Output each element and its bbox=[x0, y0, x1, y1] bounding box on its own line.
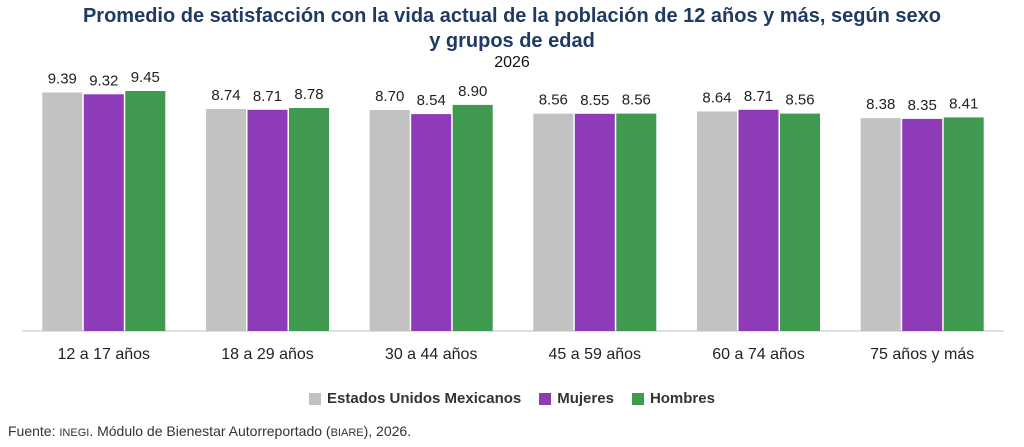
bar-hombres-75-anos-y-mas bbox=[943, 117, 984, 332]
chart-title: Promedio de satisfacción con la vida act… bbox=[0, 4, 1024, 54]
source-middle: . Módulo de Bienestar Autorreportado ( bbox=[89, 423, 331, 439]
data-label-mujeres-60-a-74-anos: 8.71 bbox=[744, 88, 773, 105]
bar-estados-unidos-mexicanos-60-a-74-anos bbox=[697, 111, 737, 331]
legend-label-hombres: Hombres bbox=[649, 390, 715, 407]
chart-legend: Estados Unidos Mexicanos Mujeres Hombres bbox=[0, 390, 1024, 407]
bar-estados-unidos-mexicanos-30-a-44-anos bbox=[369, 110, 410, 331]
legend-label-mujeres: Mujeres bbox=[557, 390, 614, 407]
bar-estados-unidos-mexicanos-18-a-29-anos bbox=[206, 109, 246, 331]
bar-hombres-45-a-59-anos bbox=[616, 113, 657, 331]
source-acronym: BIARE bbox=[330, 427, 364, 439]
legend-swatch-estados-unidos-mexicanos bbox=[309, 392, 322, 405]
data-label-hombres-60-a-74-anos: 8.56 bbox=[785, 92, 814, 109]
x-tick-label-45-a-59-anos: 45 a 59 años bbox=[549, 346, 642, 363]
data-label-mujeres-18-a-29-anos: 8.71 bbox=[253, 88, 282, 105]
source-org: INEGI bbox=[59, 427, 90, 439]
data-label-hombres-45-a-59-anos: 8.56 bbox=[622, 92, 651, 109]
source-prefix: Fuente: bbox=[8, 423, 60, 439]
data-label-hombres-75-anos-y-mas: 8.41 bbox=[949, 95, 978, 112]
bar-estados-unidos-mexicanos-75-anos-y-mas bbox=[860, 118, 901, 331]
data-label-hombres-18-a-29-anos: 8.78 bbox=[294, 86, 323, 103]
data-label-estados-unidos-mexicanos-45-a-59-anos: 8.56 bbox=[539, 92, 568, 109]
bar-mujeres-30-a-44-anos bbox=[411, 114, 452, 331]
data-label-estados-unidos-mexicanos-75-anos-y-mas: 8.38 bbox=[866, 96, 895, 113]
data-label-estados-unidos-mexicanos-60-a-74-anos: 8.64 bbox=[702, 90, 731, 107]
data-label-mujeres-12-a-17-anos: 9.32 bbox=[89, 72, 118, 89]
bar-mujeres-75-anos-y-mas bbox=[902, 118, 943, 332]
legend-swatch-mujeres bbox=[539, 392, 552, 405]
bar-hombres-30-a-44-anos bbox=[452, 104, 493, 332]
chart-title-line-2: y grupos de edad bbox=[429, 30, 595, 52]
x-tick-label-30-a-44-anos: 30 a 44 años bbox=[385, 346, 478, 363]
legend-item-mujeres: Mujeres bbox=[539, 390, 614, 407]
data-label-hombres-12-a-17-anos: 9.45 bbox=[131, 69, 160, 86]
chart-title-line-1: Promedio de satisfacción con la vida act… bbox=[82, 5, 942, 27]
x-tick-label-12-a-17-anos: 12 a 17 años bbox=[58, 346, 151, 363]
x-tick-label-60-a-74-anos: 60 a 74 años bbox=[712, 346, 805, 363]
legend-label-estados-unidos-mexicanos: Estados Unidos Mexicanos bbox=[327, 390, 522, 407]
legend-item-hombres: Hombres bbox=[631, 390, 715, 407]
bar-mujeres-18-a-29-anos bbox=[247, 109, 288, 331]
data-label-mujeres-45-a-59-anos: 8.55 bbox=[580, 92, 609, 109]
bar-mujeres-60-a-74-anos bbox=[738, 109, 779, 331]
x-tick-label-75-anos-y-mas: 75 años y más bbox=[870, 346, 974, 363]
data-label-estados-unidos-mexicanos-30-a-44-anos: 8.70 bbox=[375, 88, 404, 105]
data-label-estados-unidos-mexicanos-18-a-29-anos: 8.74 bbox=[211, 87, 240, 104]
bar-estados-unidos-mexicanos-45-a-59-anos bbox=[533, 113, 574, 331]
source-note: Fuente: INEGI. Módulo de Bienestar Autor… bbox=[8, 423, 411, 439]
chart-subtitle: 2026 bbox=[494, 54, 530, 71]
legend-swatch-hombres bbox=[631, 392, 644, 405]
bar-hombres-18-a-29-anos bbox=[289, 108, 329, 331]
bar-hombres-12-a-17-anos bbox=[125, 91, 166, 331]
x-tick-label-18-a-29-anos: 18 a 29 años bbox=[221, 346, 314, 363]
data-label-hombres-30-a-44-anos: 8.90 bbox=[458, 83, 487, 100]
data-label-estados-unidos-mexicanos-12-a-17-anos: 9.39 bbox=[48, 71, 77, 88]
source-suffix: ), 2026. bbox=[363, 423, 412, 439]
bar-mujeres-12-a-17-anos bbox=[83, 94, 124, 331]
legend-item-estados-unidos-mexicanos: Estados Unidos Mexicanos bbox=[309, 390, 521, 407]
bar-hombres-60-a-74-anos bbox=[780, 113, 820, 331]
data-label-mujeres-75-anos-y-mas: 8.35 bbox=[908, 97, 937, 114]
data-label-mujeres-30-a-44-anos: 8.54 bbox=[417, 92, 446, 109]
bar-estados-unidos-mexicanos-12-a-17-anos bbox=[42, 92, 83, 331]
bar-mujeres-45-a-59-anos bbox=[574, 113, 615, 331]
